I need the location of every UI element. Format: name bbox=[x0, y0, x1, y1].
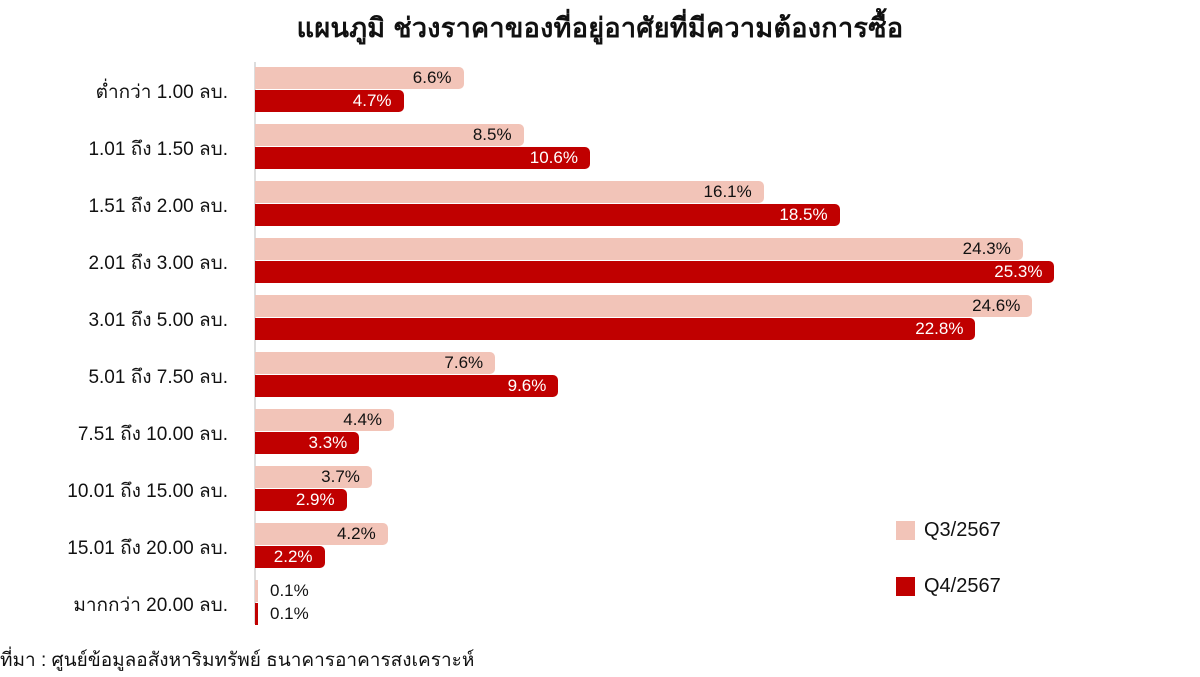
category-label: 1.51 ถึง 2.00 ลบ. bbox=[88, 196, 228, 217]
category-label: 2.01 ถึง 3.00 ลบ. bbox=[88, 253, 228, 274]
bar-q4 bbox=[255, 489, 347, 511]
value-label-q3: 0.1% bbox=[270, 581, 309, 600]
bar-q3 bbox=[255, 352, 496, 374]
value-label-q4: 0.1% bbox=[270, 604, 309, 623]
bar-q4 bbox=[255, 603, 259, 625]
value-label-q4: 3.3% bbox=[308, 433, 348, 452]
category-label: 5.01 ถึง 7.50 ลบ. bbox=[88, 367, 228, 388]
bar-q4 bbox=[255, 546, 325, 568]
value-label-q3: 6.6% bbox=[412, 68, 452, 87]
bar-q3 bbox=[255, 523, 388, 545]
bar-q4 bbox=[255, 90, 404, 112]
value-label-q4: 18.5% bbox=[779, 205, 828, 224]
bar-q3 bbox=[255, 466, 372, 488]
bar-q3 bbox=[255, 238, 1023, 260]
value-label-q3: 3.7% bbox=[321, 467, 360, 486]
bar-q3 bbox=[255, 295, 1033, 317]
category-label: มากกว่า 20.00 ลบ. bbox=[73, 595, 228, 616]
category-label: 1.01 ถึง 1.50 ลบ. bbox=[88, 139, 228, 160]
legend-swatch-q4 bbox=[896, 577, 915, 596]
bar-q3 bbox=[255, 181, 764, 203]
value-label-q3: 4.2% bbox=[336, 524, 376, 543]
bar-q3 bbox=[255, 124, 524, 146]
category-label: ต่ำกว่า 1.00 ลบ. bbox=[95, 82, 228, 103]
bar-q3 bbox=[255, 409, 395, 431]
bar-q4 bbox=[255, 204, 840, 226]
legend-item-q3: Q3/2567 bbox=[896, 519, 1001, 542]
category-label: 15.01 ถึง 20.00 ลบ. bbox=[67, 538, 228, 559]
value-label-q4: 4.7% bbox=[352, 91, 392, 110]
value-label-q3: 7.6% bbox=[444, 353, 484, 372]
bar-q4 bbox=[255, 318, 976, 340]
value-label-q4: 22.8% bbox=[915, 319, 964, 338]
bar-q4 bbox=[255, 147, 590, 169]
bar-q4 bbox=[255, 375, 559, 397]
value-label-q4: 9.6% bbox=[507, 376, 547, 395]
value-label-q3: 24.3% bbox=[962, 239, 1011, 258]
legend-swatch-q3 bbox=[896, 521, 915, 540]
bar-q3 bbox=[255, 67, 464, 89]
value-label-q4: 2.2% bbox=[273, 547, 313, 566]
legend-item-q4: Q4/2567 bbox=[896, 575, 1001, 598]
value-label-q3: 24.6% bbox=[972, 296, 1021, 315]
value-label-q3: 4.4% bbox=[343, 410, 383, 429]
source-note: ที่มา : ศูนย์ข้อมูลอสังหาริมทรัพย์ ธนาคา… bbox=[0, 650, 475, 671]
value-label-q3: 8.5% bbox=[472, 125, 512, 144]
category-label: 3.01 ถึง 5.00 ลบ. bbox=[88, 310, 228, 331]
value-label-q3: 16.1% bbox=[703, 182, 752, 201]
category-label: 10.01 ถึง 15.00 ลบ. bbox=[67, 481, 228, 502]
legend-label-q4: Q4/2567 bbox=[924, 575, 1001, 597]
bar-q3 bbox=[255, 580, 259, 602]
bar-q4 bbox=[255, 261, 1055, 283]
legend-label-q3: Q3/2567 bbox=[924, 519, 1001, 541]
chart-title: แผนภูมิ ช่วงราคาของที่อยู่อาศัยที่มีความ… bbox=[296, 13, 904, 43]
bar-q4 bbox=[255, 432, 360, 454]
category-axis-line bbox=[254, 62, 256, 624]
value-label-q4: 25.3% bbox=[994, 262, 1043, 281]
value-label-q4: 10.6% bbox=[529, 148, 578, 167]
value-label-q4: 2.9% bbox=[295, 490, 335, 509]
category-label: 7.51 ถึง 10.00 ลบ. bbox=[77, 424, 228, 445]
